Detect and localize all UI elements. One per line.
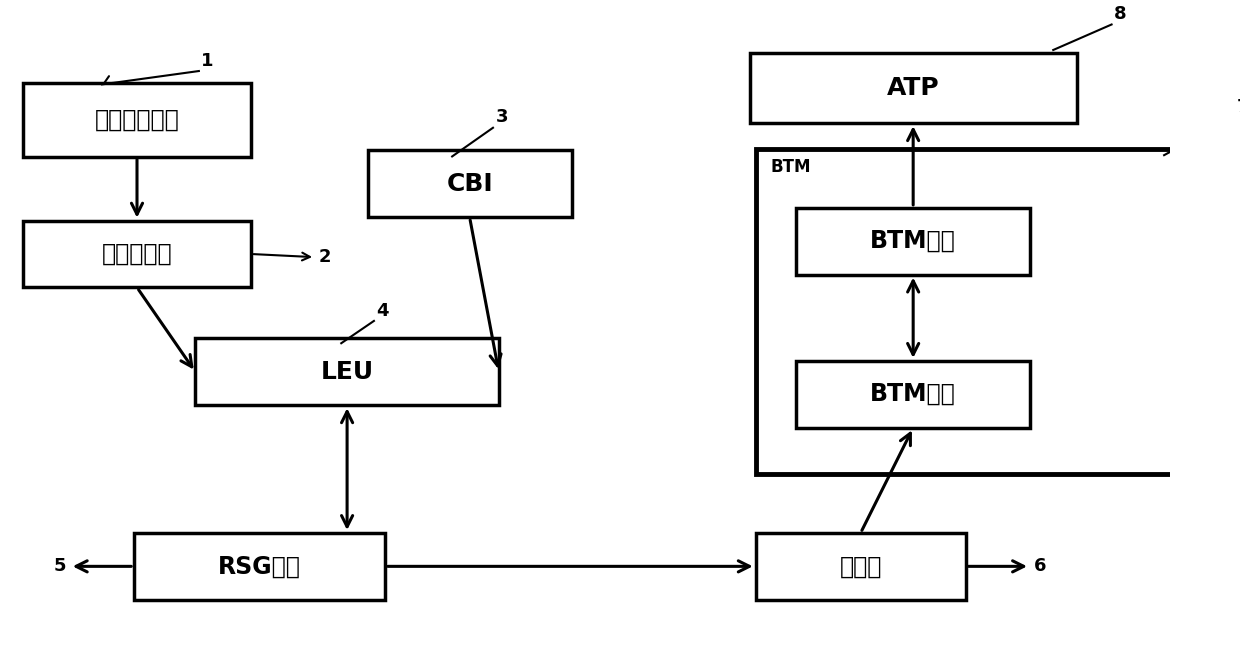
Text: CBI: CBI xyxy=(446,172,494,196)
Bar xyxy=(755,533,966,600)
Text: 7: 7 xyxy=(1236,98,1240,115)
Bar xyxy=(367,151,572,217)
Text: 2: 2 xyxy=(319,248,331,266)
Text: 8: 8 xyxy=(1114,5,1127,23)
Text: RSG主机: RSG主机 xyxy=(218,554,301,578)
Text: LEU: LEU xyxy=(320,360,373,384)
Bar xyxy=(134,533,386,600)
Text: 4: 4 xyxy=(376,302,389,319)
Text: ATP: ATP xyxy=(887,76,940,100)
Bar xyxy=(24,83,250,156)
Text: 车辆模拟器: 车辆模拟器 xyxy=(102,242,172,266)
Text: BTM天线: BTM天线 xyxy=(870,382,956,406)
Text: BTM: BTM xyxy=(771,158,811,176)
Text: 5: 5 xyxy=(53,557,67,575)
Bar xyxy=(196,338,498,406)
Bar xyxy=(796,361,1030,428)
Bar xyxy=(755,149,1176,474)
Text: 6: 6 xyxy=(1033,557,1045,575)
Text: 模拟驾驶平台: 模拟驾驶平台 xyxy=(94,108,180,132)
Bar xyxy=(796,208,1030,274)
Text: 1: 1 xyxy=(201,52,213,70)
Text: 参考环: 参考环 xyxy=(839,554,882,578)
Bar xyxy=(750,53,1076,123)
Bar xyxy=(24,220,250,288)
Text: 3: 3 xyxy=(495,108,508,126)
Text: BTM主机: BTM主机 xyxy=(870,230,956,253)
